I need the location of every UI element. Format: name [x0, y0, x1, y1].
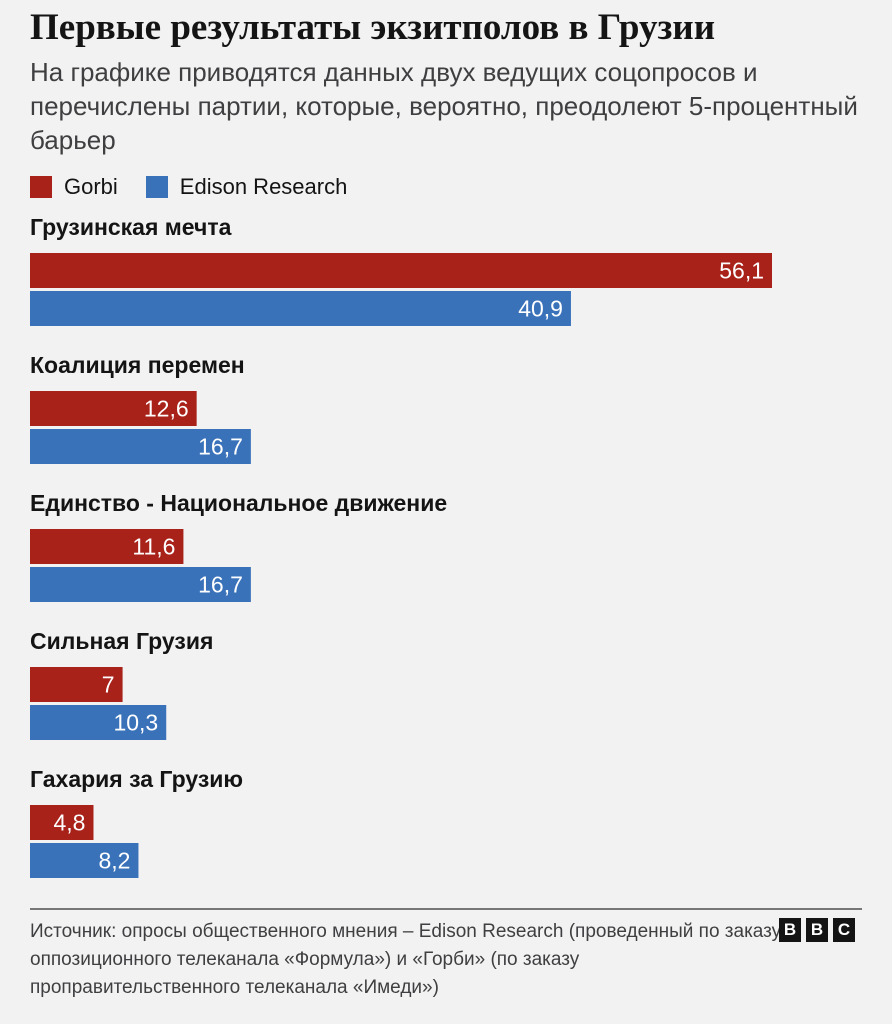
legend: Gorbi Edison Research — [30, 172, 375, 202]
bar-gorbi-4 — [30, 667, 123, 702]
legend-label-gorbi: Gorbi — [64, 174, 118, 199]
legend-item-edison: Edison Research — [145, 174, 348, 200]
value-label-edison-3: 16,7 — [198, 572, 243, 598]
bar-gorbi-2 — [30, 391, 197, 426]
bar-gorbi-5 — [30, 805, 94, 840]
value-label-gorbi-4: 7 — [102, 672, 115, 698]
bar-edison-4 — [30, 705, 167, 740]
source-note: Источник: опросы общественного мнения – … — [30, 921, 782, 998]
value-label-gorbi-3: 11,6 — [132, 534, 175, 560]
bar-gorbi-1 — [30, 253, 772, 288]
chart-subtitle: На графике приводятся данных двух ведущи… — [30, 57, 858, 155]
bar-chart: Грузинская мечта 56,1 40,9 Коалиция перемен… — [30, 214, 772, 878]
bar-edison-3 — [30, 567, 251, 602]
value-label-gorbi-5: 4,8 — [54, 810, 86, 836]
value-label-edison-1: 40,9 — [518, 296, 563, 322]
category-label-3: Единство - Национальное движение — [30, 490, 447, 516]
legend-label-edison: Edison Research — [179, 174, 348, 199]
value-label-edison-4: 10,3 — [113, 710, 158, 736]
bar-edison-5 — [30, 843, 139, 878]
chart-title: Первые результаты экзитполов в Грузии — [30, 7, 716, 48]
category-label-2: Коалиция перемен — [30, 352, 245, 378]
value-label-gorbi-1: 56,1 — [719, 258, 764, 284]
bar-edison-2 — [30, 429, 251, 464]
footer-divider — [30, 908, 862, 910]
legend-swatch-edison — [145, 176, 168, 198]
value-label-gorbi-2: 12,6 — [144, 396, 189, 422]
bar-edison-1 — [30, 291, 571, 326]
bar-gorbi-3 — [30, 529, 184, 564]
category-label-5: Гахария за Грузию — [30, 766, 243, 792]
category-label-4: Сильная Грузия — [30, 628, 213, 654]
bbc-logo-letter-1: B — [779, 918, 801, 942]
legend-item-gorbi: Gorbi — [30, 174, 118, 200]
legend-swatch-gorbi — [30, 176, 52, 198]
bbc-logo-letter-3: C — [833, 918, 855, 942]
value-label-edison-5: 8,2 — [98, 848, 130, 874]
category-label-1: Грузинская мечта — [30, 214, 232, 240]
bbc-logo-letter-2: B — [806, 918, 828, 942]
bbc-logo: B B C — [779, 918, 860, 942]
value-label-edison-2: 16,7 — [198, 434, 243, 460]
